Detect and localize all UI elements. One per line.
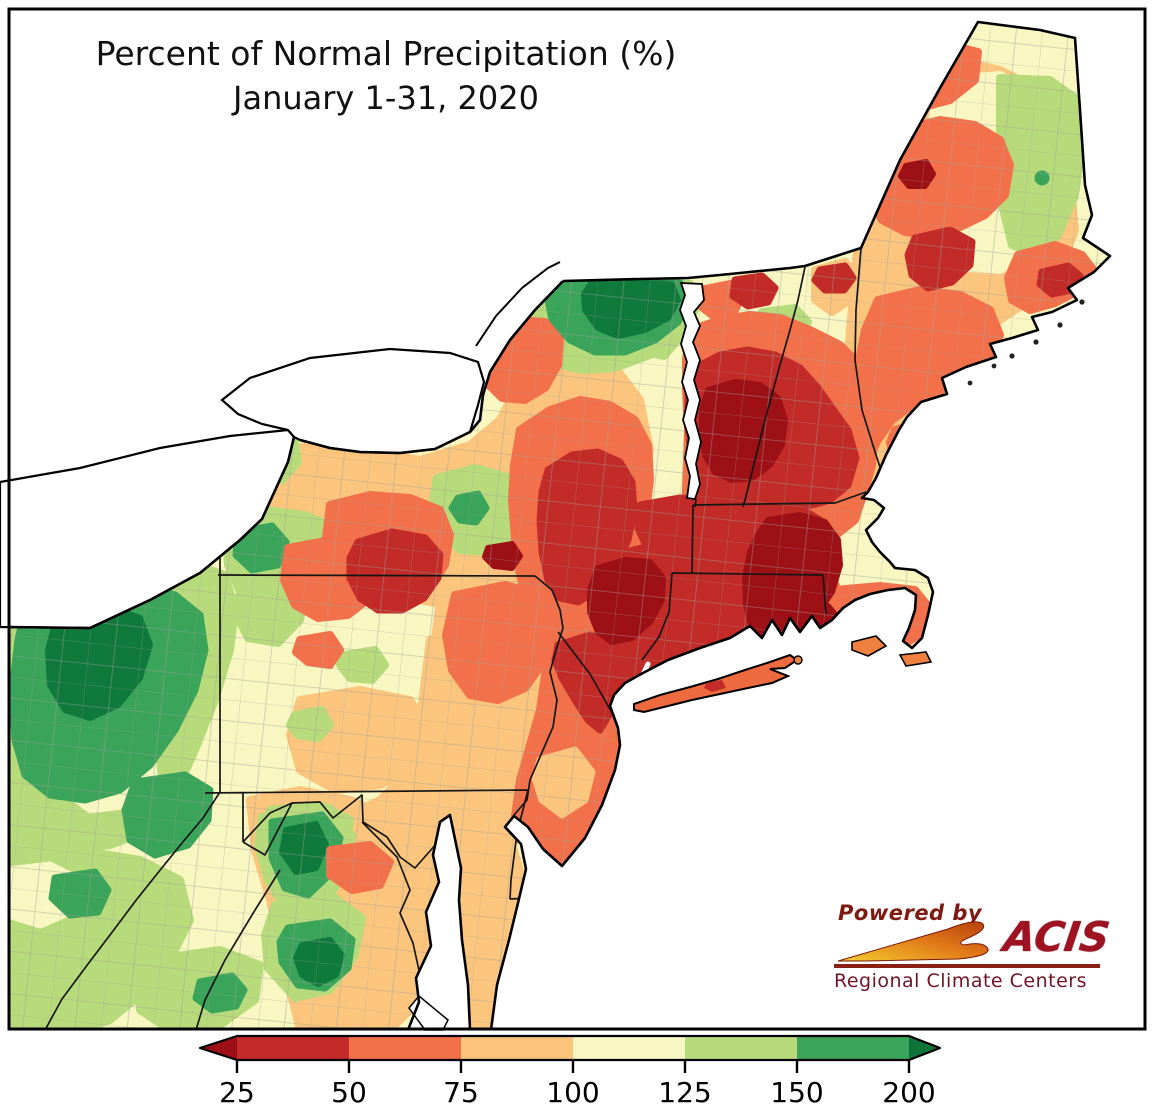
- colorbar-segment: [685, 1036, 797, 1060]
- marthas-vineyard: [851, 635, 888, 657]
- colorbar-tick-label: 150: [770, 1076, 823, 1109]
- colorbar-left-arrow: [200, 1036, 237, 1060]
- colorbar-segment: [237, 1036, 349, 1060]
- st-lawrence-river: [475, 261, 561, 347]
- long-island-red-spot: [704, 680, 726, 692]
- colorbar-segment: [573, 1036, 685, 1060]
- title-line-2: January 1-31, 2020: [233, 79, 539, 117]
- colorbar: 25 50 75 100 125 150 200: [198, 1034, 942, 1109]
- title-line-1: Percent of Normal Precipitation (%): [95, 34, 677, 73]
- colorbar-tick-label: 25: [219, 1076, 255, 1109]
- acis-wordmark: ACIS: [1000, 913, 1113, 961]
- colorbar-right-arrow: [909, 1036, 940, 1060]
- logo-underline: [834, 964, 1100, 968]
- coastline: [7, 20, 1112, 1031]
- acis-wave-icon: [837, 921, 989, 962]
- nantucket: [898, 651, 933, 667]
- map-title: Percent of Normal Precipitation (%) Janu…: [0, 34, 772, 118]
- powered-by-text: Powered by: [838, 901, 983, 925]
- block-island: [793, 655, 803, 665]
- colorbar-segment: [797, 1036, 909, 1060]
- maine-coastal-islands: [967, 299, 1085, 386]
- hudson-river: [617, 661, 651, 717]
- colorbar-tick-label: 125: [658, 1076, 711, 1109]
- colorbar-tick-label: 75: [443, 1076, 479, 1109]
- colorbar-tick-label: 50: [331, 1076, 367, 1109]
- colorbar-tick-label: 200: [882, 1076, 935, 1109]
- colorbar-tick-label: 100: [546, 1076, 599, 1109]
- logo-subtitle: Regional Climate Centers: [834, 970, 1088, 992]
- colorbar-segment: [461, 1036, 573, 1060]
- state-borders: [44, 247, 881, 1030]
- colorbar-segment: [349, 1036, 461, 1060]
- lake-champlain: [679, 282, 705, 500]
- acis-logo: Powered by ACIS Regional Climate Centers: [828, 893, 1128, 993]
- map-frame: [7, 7, 1147, 1031]
- precipitation-map: [0, 7, 1147, 1031]
